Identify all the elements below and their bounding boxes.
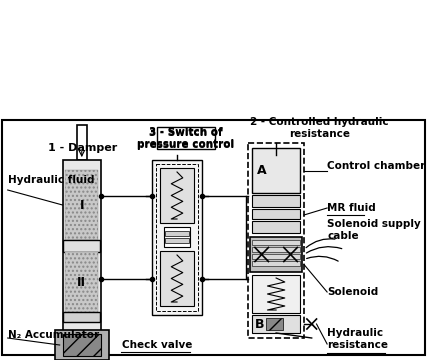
- Text: Solenoid: Solenoid: [327, 287, 378, 297]
- Text: Solenoid supply
cable: Solenoid supply cable: [327, 219, 421, 241]
- Bar: [55, 330, 109, 360]
- Bar: [63, 160, 101, 335]
- Bar: [2, 120, 425, 355]
- Bar: [157, 127, 214, 149]
- Text: N₂ Accumulator: N₂ Accumulator: [8, 330, 99, 340]
- Bar: [64, 240, 100, 252]
- Bar: [252, 240, 300, 245]
- Bar: [166, 231, 189, 236]
- Text: 1 - Damper: 1 - Damper: [48, 143, 117, 153]
- Bar: [65, 170, 98, 240]
- Bar: [63, 334, 101, 356]
- Bar: [252, 315, 300, 333]
- Text: 2 - Controlled hydraulic
resistance: 2 - Controlled hydraulic resistance: [250, 117, 389, 139]
- Bar: [252, 148, 300, 193]
- Bar: [166, 238, 189, 243]
- Bar: [152, 160, 202, 315]
- Text: 3 - Switch of
pressure control: 3 - Switch of pressure control: [137, 128, 234, 150]
- Text: B: B: [255, 318, 264, 330]
- Text: II: II: [77, 275, 86, 288]
- Bar: [252, 275, 300, 313]
- Bar: [252, 254, 300, 259]
- Text: Hydraulic
resistance: Hydraulic resistance: [327, 328, 388, 350]
- Bar: [65, 252, 98, 312]
- Bar: [164, 227, 190, 247]
- Text: MR fluid: MR fluid: [327, 203, 376, 213]
- Text: Control chamber: Control chamber: [327, 161, 425, 171]
- Text: 3 - Switch of
pressure control: 3 - Switch of pressure control: [137, 127, 234, 149]
- Bar: [252, 261, 300, 266]
- Bar: [64, 312, 100, 322]
- Text: A: A: [257, 164, 267, 177]
- Text: Check valve: Check valve: [121, 340, 192, 350]
- Bar: [252, 247, 300, 252]
- Bar: [77, 125, 87, 160]
- Bar: [252, 221, 300, 233]
- Bar: [250, 237, 302, 272]
- Bar: [160, 168, 194, 223]
- Bar: [160, 251, 194, 306]
- Text: I: I: [80, 198, 84, 212]
- Bar: [156, 164, 198, 311]
- Bar: [252, 195, 300, 207]
- Bar: [252, 209, 300, 219]
- Bar: [266, 318, 283, 330]
- Bar: [248, 143, 304, 338]
- Text: Hydraulic fluid: Hydraulic fluid: [8, 175, 94, 185]
